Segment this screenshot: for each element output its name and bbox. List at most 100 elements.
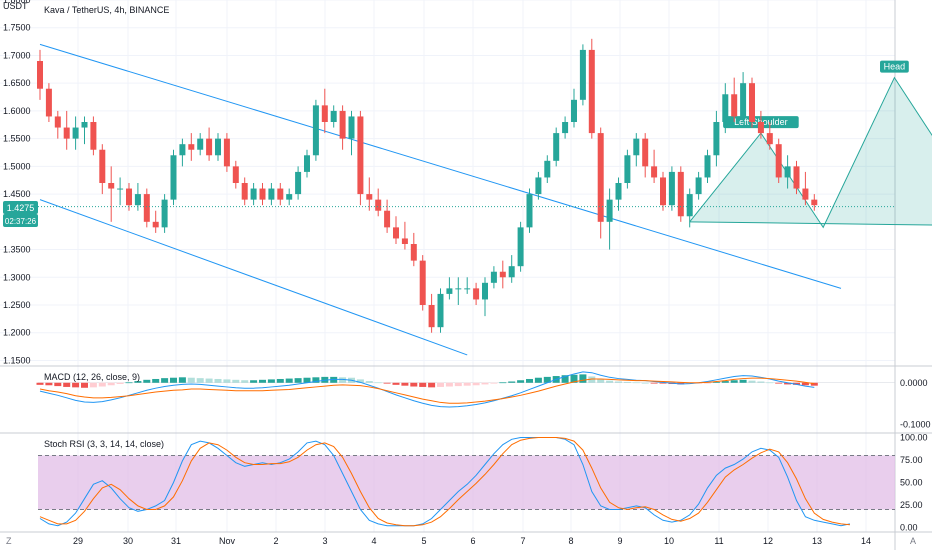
time-tick-label: 7 [520,536,525,546]
time-tick-label: 2 [273,536,278,546]
price-tick-label: 1.7000 [3,50,31,60]
candle-body [784,166,791,178]
macd-histogram-bar [721,381,729,383]
macd-histogram-bar [303,377,311,383]
candle-body [722,94,729,122]
price-tick-label: 1.3500 [3,245,31,255]
macd-histogram-bar [116,382,124,385]
candle-body [464,288,471,290]
stoch-tick-label: 25.00 [900,500,923,510]
candle-body [660,177,666,206]
macd-histogram-bar [499,382,507,384]
macd-histogram-bar [766,382,774,384]
macd-histogram-bar [125,382,133,384]
macd-histogram-bar [810,382,818,386]
macd-histogram-bar [374,382,382,384]
candle-body [410,244,417,261]
time-tick-label: 10 [664,536,674,546]
macd-histogram-bar [588,376,596,383]
time-tick-label: 13 [812,536,822,546]
time-tick-label: 11 [714,536,723,546]
macd-histogram-bar [267,379,275,383]
candle-body [526,194,533,228]
candle-body [348,116,355,139]
candle-body [677,171,684,217]
candle-body [357,116,364,195]
stoch-rsi-pane [39,437,850,527]
price-tick-label: 1.5000 [3,161,31,171]
current-price-badge: 1.4275 02:37:26 [3,201,38,227]
candle-body [499,271,506,278]
pattern-neckline [689,221,932,226]
candle-body [321,105,328,122]
macd-histogram-bar [365,381,373,383]
macd-histogram-bar [383,382,391,384]
candle-body [740,83,747,117]
macd-histogram-bar [205,378,213,383]
macd-histogram-bar [161,378,169,383]
candle-body [766,133,773,145]
price-tick-label: 1.4500 [3,189,31,199]
candle-body [45,88,52,117]
time-tick-label: Nov [219,536,236,546]
candle-body [223,138,230,167]
price-tick-label: 1.2000 [3,328,31,338]
candle-body [571,99,577,122]
macd-histogram-bar [704,382,711,384]
stoch-rsi-k-line [39,437,850,527]
macd-histogram-bar [757,381,765,383]
candle-body [286,194,293,200]
macd-histogram-bar [623,381,631,383]
candle-body [117,188,124,190]
time-axis-labels[interactable]: 29 30 31 Nov 2 3 4 5 6 7 8 9 10 11 12 13 14 [73,536,871,546]
candle-body [624,155,631,183]
candle-body [482,282,488,300]
candle-body [126,188,132,206]
macd-histogram-bar [579,374,587,383]
candle-body [143,194,150,222]
candle-body [588,49,595,134]
macd-histogram-bar [526,378,533,383]
candle-body [704,155,711,178]
macd-histogram-bar [392,382,400,385]
trend-lines[interactable] [39,43,842,356]
candle-body [108,183,115,189]
macd-histogram-bar [401,382,409,386]
pattern-label-box[interactable] [880,60,909,73]
countdown-badge-box [3,214,38,227]
time-tick-label: 29 [73,536,83,546]
candlestick-series [37,38,818,333]
candle-body [633,138,640,156]
candle-body [437,293,444,328]
candle-body [597,133,604,222]
macd-title: MACD (12, 26, close, 9) [44,372,140,382]
price-axis-labels[interactable]: 1.8000 1.7500 1.7000 1.6500 1.6000 1.5500 1.50… [3,0,931,533]
macd-histogram-bar [730,380,738,383]
candle-body [188,144,195,150]
macd-histogram-bar [152,378,160,383]
trend-line[interactable] [39,199,468,356]
candle-body [206,138,213,156]
price-tick-label: 1.3000 [3,272,31,282]
candle-body [72,127,79,139]
candle-body [54,116,61,128]
stoch-tick-label: 50.00 [900,478,923,488]
candle-body [295,171,302,195]
macd-histogram-bar [196,378,204,383]
macd-histogram-bar [632,382,640,384]
macd-histogram-bar [659,382,667,384]
candle-body [384,210,391,228]
time-tick-label: 8 [568,536,573,546]
auto-scale-button[interactable]: A [910,536,916,546]
macd-pane [36,371,895,408]
candle-body [419,260,426,305]
timezone-icon[interactable]: Z [6,536,12,546]
countdown-value: 02:37:26 [5,217,37,226]
macd-histogram-bar [250,380,258,383]
macd-histogram-bar [356,379,364,383]
macd-histogram-bar [312,377,320,383]
trend-line[interactable] [39,43,842,289]
macd-histogram-bar [72,382,80,388]
candle-body [277,188,284,200]
